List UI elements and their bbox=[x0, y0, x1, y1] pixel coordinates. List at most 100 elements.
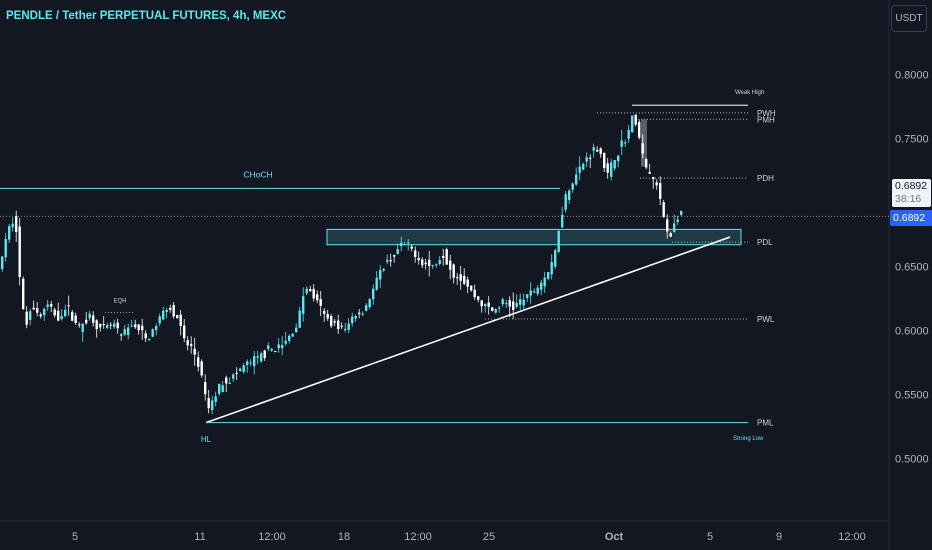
candle-body bbox=[655, 182, 658, 186]
candle-body bbox=[669, 233, 672, 237]
candle-body bbox=[564, 194, 567, 210]
pmh-label: PMH bbox=[757, 115, 775, 124]
candle-body bbox=[113, 323, 116, 327]
candle-body bbox=[176, 315, 179, 319]
candle-body bbox=[141, 325, 144, 331]
candle-body bbox=[347, 323, 350, 330]
candle-body bbox=[340, 325, 343, 327]
candle-body bbox=[589, 157, 592, 159]
candle-body bbox=[344, 328, 347, 331]
candle-body bbox=[295, 327, 298, 333]
price-axis[interactable]: 0.80000.75000.70000.65000.60000.55000.50… bbox=[888, 0, 929, 550]
candle-body bbox=[550, 262, 553, 275]
time-axis[interactable]: 5 11 12:00 18 12:00 25 Oct 5 9 12:00 bbox=[0, 520, 889, 543]
candle-body bbox=[662, 202, 665, 218]
candle-body bbox=[15, 216, 18, 232]
candle-body bbox=[568, 190, 571, 200]
candle-body bbox=[379, 270, 382, 280]
candle-body bbox=[624, 142, 627, 144]
candle-body bbox=[459, 274, 462, 281]
candle-body bbox=[249, 362, 252, 364]
candle-body bbox=[400, 242, 403, 247]
hl-label: HL bbox=[201, 435, 212, 444]
candle-body bbox=[99, 323, 102, 328]
candle-body bbox=[470, 285, 473, 291]
candle-body bbox=[491, 307, 494, 311]
candle-body bbox=[239, 368, 242, 372]
candle-body bbox=[319, 298, 322, 306]
candle-body bbox=[242, 365, 245, 372]
eqh-label: EQH bbox=[113, 299, 126, 305]
candle-body bbox=[452, 264, 455, 278]
candle-body bbox=[43, 308, 46, 316]
candle-body bbox=[39, 314, 42, 317]
candle-body bbox=[638, 122, 641, 138]
candle-body bbox=[606, 163, 609, 173]
candle-body bbox=[519, 299, 522, 305]
last-price-label: 0.6892 bbox=[890, 210, 932, 226]
candle-body bbox=[228, 383, 231, 385]
candle-body bbox=[305, 288, 308, 294]
candle-body bbox=[204, 382, 207, 395]
candle-body bbox=[130, 325, 133, 327]
candle-body bbox=[673, 223, 676, 232]
candle-body bbox=[193, 348, 196, 355]
candle-body bbox=[32, 307, 35, 310]
candle-body bbox=[494, 308, 497, 313]
candle-body bbox=[74, 315, 77, 324]
candle-body bbox=[162, 310, 165, 320]
candle-body bbox=[596, 149, 599, 152]
candle-body bbox=[652, 177, 655, 180]
candle-body bbox=[414, 250, 417, 257]
candle-body bbox=[109, 324, 112, 326]
candle-body bbox=[267, 345, 270, 349]
candle-body bbox=[165, 309, 168, 312]
candle-body bbox=[582, 163, 585, 170]
candle-body bbox=[116, 322, 119, 329]
candle-body bbox=[585, 157, 588, 162]
candle-body bbox=[599, 148, 602, 154]
candle-body bbox=[57, 310, 60, 321]
pwh-label: PWH bbox=[757, 109, 776, 118]
candle-body bbox=[46, 304, 49, 308]
candle-body bbox=[298, 310, 301, 328]
candle-body bbox=[25, 311, 28, 325]
time-tick-label: 18 bbox=[338, 531, 350, 543]
candle-body bbox=[498, 307, 501, 309]
candle-body bbox=[456, 277, 459, 279]
candle-body bbox=[533, 291, 536, 293]
candle-body bbox=[389, 260, 392, 262]
candle-body bbox=[316, 294, 319, 301]
candle-body bbox=[522, 299, 525, 306]
strong-low-label: Strong Low bbox=[733, 436, 764, 442]
time-tick-label: 9 bbox=[776, 531, 782, 543]
candle-body bbox=[680, 210, 683, 215]
candle-body bbox=[85, 319, 88, 324]
candle-body bbox=[505, 303, 508, 305]
candle-body bbox=[256, 356, 259, 358]
candle-body bbox=[95, 320, 98, 330]
candle-body bbox=[631, 115, 634, 133]
time-tick-label: 11 bbox=[194, 531, 205, 543]
candle-body bbox=[375, 277, 378, 290]
candle-body bbox=[207, 398, 210, 409]
candle-body bbox=[260, 353, 263, 362]
candle-body bbox=[88, 313, 91, 319]
candle-body bbox=[536, 287, 539, 294]
candle-body bbox=[466, 279, 469, 287]
candle-body bbox=[382, 268, 385, 271]
candle-body bbox=[428, 259, 431, 266]
candle-body bbox=[435, 264, 438, 266]
candle-body bbox=[543, 277, 546, 287]
candle-body bbox=[246, 361, 249, 365]
candle-body bbox=[592, 147, 595, 151]
candle-body bbox=[218, 384, 221, 394]
candle-body bbox=[312, 288, 315, 299]
candle-body bbox=[477, 296, 480, 300]
candle-body bbox=[151, 329, 154, 337]
currency-unit-button[interactable]: USDT bbox=[891, 5, 927, 32]
weak-high-label: Weak High bbox=[735, 90, 764, 96]
candle-body bbox=[67, 305, 70, 307]
candle-body bbox=[169, 307, 172, 310]
